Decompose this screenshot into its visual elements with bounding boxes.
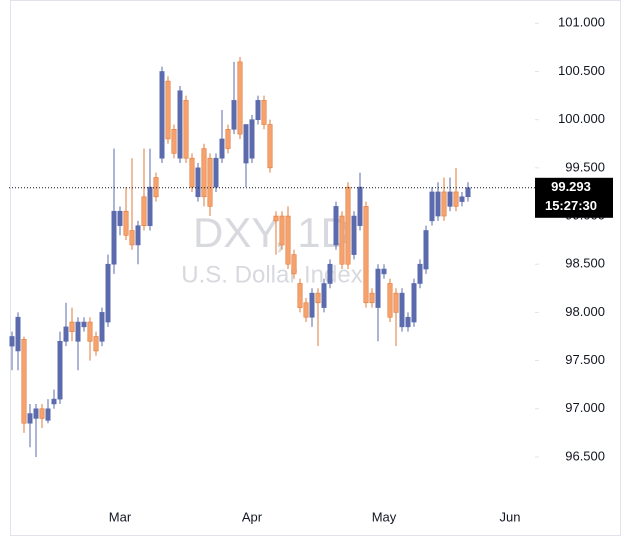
candle-body [183,100,189,159]
candle-body [435,191,441,217]
candle-body [195,167,201,198]
candle-body [63,326,69,342]
candle-body [177,90,183,159]
candle-body [267,124,273,169]
candle-body [219,138,225,159]
candle-body [243,124,249,164]
candle-body [189,157,195,188]
candle-body [87,321,93,342]
candle-body [99,312,105,342]
candle-body [345,186,351,265]
candle-body [39,408,45,419]
candle-body [297,283,303,308]
candle-body [423,230,429,270]
candle-body [141,196,147,226]
candle-body [117,210,123,226]
y-tick-label: 100.000 [558,111,605,126]
candle-body [81,321,87,328]
candle-body [57,341,63,400]
watermark: DXY, 1D [193,209,351,256]
y-tick-label: 98.000 [565,304,605,319]
y-tick-label: 97.000 [565,400,605,415]
candle-body [375,268,381,308]
candle-body [303,302,309,318]
candle-body [129,230,135,246]
y-tick-label: 98.500 [565,256,605,271]
candle-body [123,210,129,236]
candle-body [231,100,237,130]
candle-body [255,100,261,120]
candle-body [201,148,207,198]
x-tick-label: Jun [500,509,521,524]
candle-body [75,321,81,342]
candle-body [135,225,141,246]
candle-body [327,263,333,284]
candle-body [447,191,453,207]
candle-body [393,292,399,313]
candle-body [207,157,213,207]
y-tick-label: 99.500 [565,159,605,174]
candle-body [417,263,423,284]
last-price-label: 99.293 [551,179,591,194]
candle-body [165,80,171,140]
candle-body [15,316,21,352]
candle-body [21,339,27,424]
y-tick-label: 96.500 [565,448,605,463]
candle-body [261,100,267,125]
candle-body [237,61,243,135]
candle-body [33,408,39,419]
candle-body [315,292,321,304]
candle-body [405,316,411,328]
x-tick-label: Apr [242,509,263,524]
candle-body [399,292,405,328]
candle-body [213,157,219,188]
candle-body [45,408,51,421]
candle-body [453,191,459,207]
candle-body [411,283,417,323]
price-tag [535,177,613,218]
candle-body [171,129,177,154]
candle-body [321,283,327,308]
candle-body [69,321,75,332]
candle-body [225,129,231,149]
candle-body [51,398,57,405]
candle-body [387,283,393,318]
candle-body [273,215,279,222]
candle-body [333,206,339,246]
x-tick-label: Mar [109,509,132,524]
candle-body [285,215,291,265]
candle-body [147,186,153,226]
candle-body [93,336,99,352]
candle-body [339,215,345,265]
candle-body [369,292,375,304]
candle-body [429,191,435,222]
y-tick-label: 100.500 [558,63,605,78]
candle-body [249,119,255,159]
candle-body [351,215,357,255]
y-tick-label: 101.000 [558,15,605,30]
candle-body [27,413,33,424]
watermark-subtitle: U.S. Dollar Index [181,261,362,288]
candle-body [153,177,159,198]
candle-body [279,215,285,246]
chart-frame [10,0,621,536]
candle-body [105,263,111,323]
candle-body [381,268,387,275]
candle-body [459,196,465,202]
y-tick-label: 97.500 [565,352,605,367]
candle-body [9,336,15,347]
countdown-label: 15:27:30 [545,198,597,213]
candle-body [465,187,471,198]
candle-body [357,186,363,226]
candle-body [441,191,447,217]
candle-body [111,210,117,265]
candle-body [291,254,297,275]
candle-body [309,292,315,318]
candle-body [363,206,369,304]
candle-body [159,71,165,159]
x-tick-label: May [372,509,397,524]
